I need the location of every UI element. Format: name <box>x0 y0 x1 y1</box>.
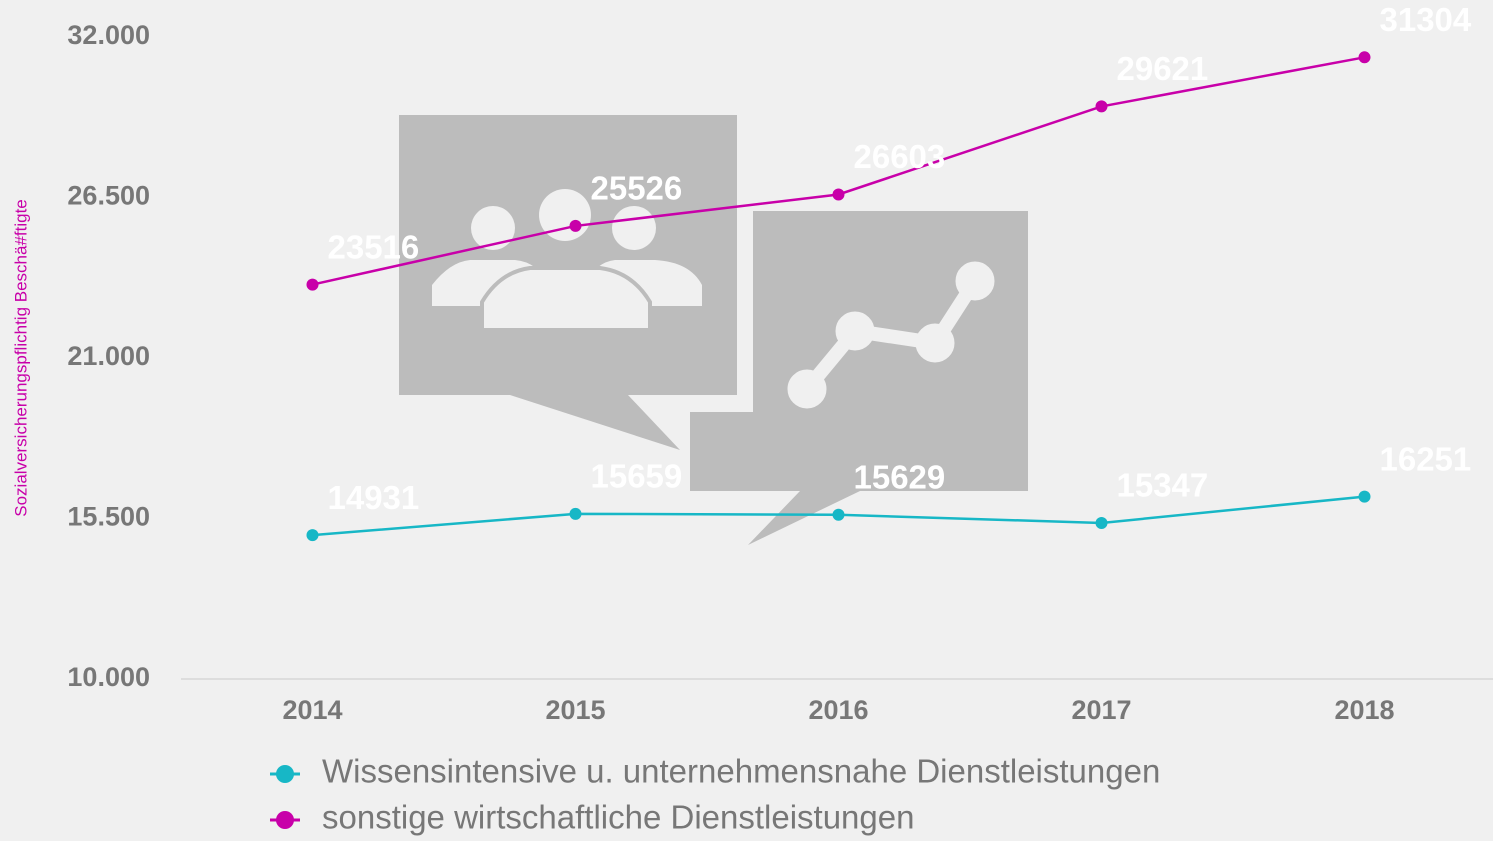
value-label: 16251 <box>1380 440 1472 477</box>
value-label: 15629 <box>854 458 946 495</box>
value-label: 23516 <box>328 228 420 265</box>
x-tick-label: 2017 <box>1071 695 1131 725</box>
point <box>306 278 319 291</box>
value-label: 15347 <box>1117 467 1209 504</box>
y-tick-label: 15.500 <box>67 502 150 532</box>
point <box>1095 100 1108 113</box>
point <box>306 529 319 542</box>
y-tick-label: 21.000 <box>67 341 150 371</box>
value-label: 26603 <box>854 138 946 175</box>
point <box>569 219 582 232</box>
value-label: 25526 <box>591 170 683 207</box>
legend-marker <box>276 811 294 829</box>
value-label: 29621 <box>1117 50 1209 87</box>
legend-label: Wissensintensive u. unternehmensnahe Die… <box>322 753 1160 790</box>
point <box>832 188 845 201</box>
point <box>1095 516 1108 529</box>
point <box>832 508 845 521</box>
value-label: 15659 <box>591 458 683 495</box>
legend-marker <box>276 765 294 783</box>
legend-label: sonstige wirtschaftliche Dienstleistunge… <box>322 799 914 836</box>
x-tick-label: 2015 <box>545 695 605 725</box>
point <box>1358 490 1371 503</box>
illustration <box>399 115 1028 545</box>
y-axis-label: Sozialversicherungspflichtig Beschä#ftig… <box>11 199 30 517</box>
value-label: 31304 <box>1380 1 1472 38</box>
y-tick-label: 26.500 <box>67 181 150 211</box>
x-tick-label: 2016 <box>808 695 868 725</box>
y-tick-label: 32.000 <box>67 20 150 50</box>
point <box>1358 51 1371 64</box>
value-label: 14931 <box>328 479 420 516</box>
y-tick-label: 10.000 <box>67 662 150 692</box>
point <box>569 507 582 520</box>
x-tick-label: 2018 <box>1334 695 1394 725</box>
x-tick-label: 2014 <box>282 695 342 725</box>
